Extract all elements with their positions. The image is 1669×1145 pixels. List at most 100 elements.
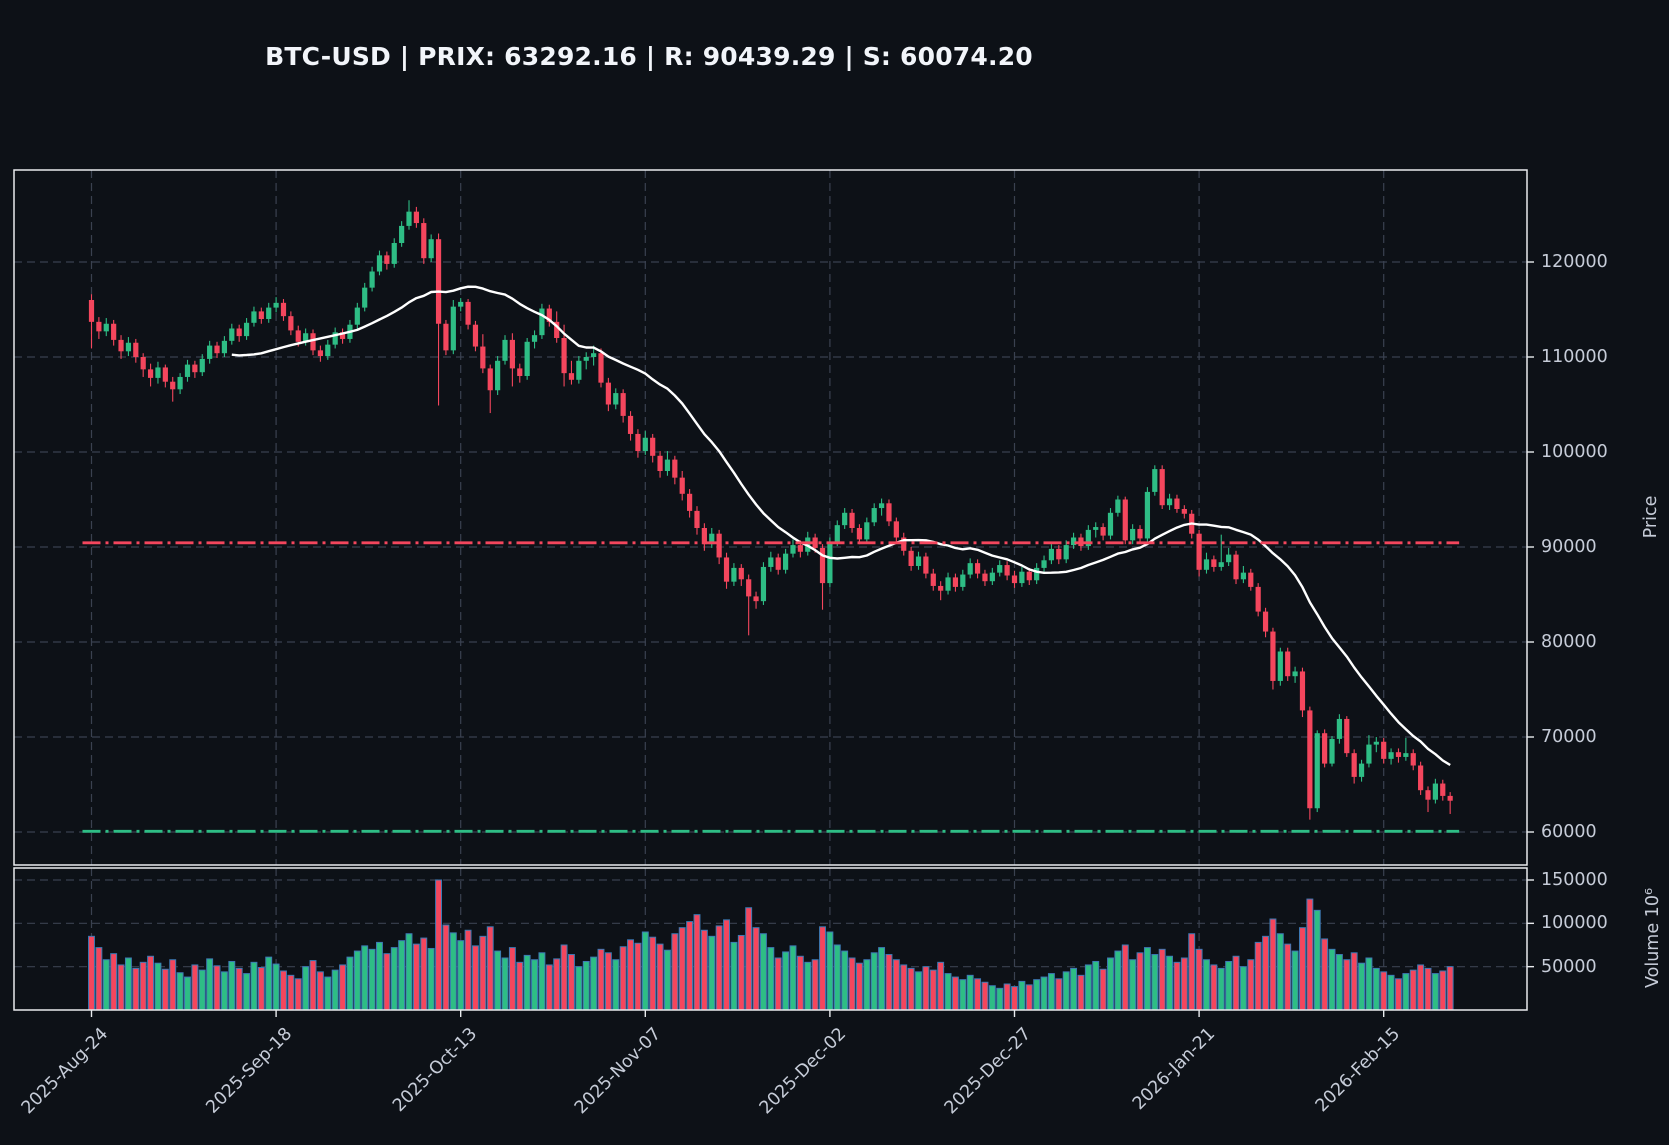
volume-bar: [435, 879, 442, 1011]
candle-body: [280, 302, 287, 317]
candle-body: [812, 537, 818, 548]
volume-bar: [907, 967, 915, 1011]
volume-bar: [272, 963, 280, 1011]
volume-bar: [782, 951, 790, 1011]
volume-bar: [804, 961, 812, 1011]
candle-body: [1292, 671, 1298, 677]
gridlines: [14, 170, 1527, 1010]
volume-bar: [1180, 957, 1188, 1011]
candle-body: [1115, 499, 1121, 513]
volume-bar: [1299, 927, 1306, 1011]
volume-bar: [1321, 938, 1329, 1011]
candle-body: [945, 577, 951, 591]
candle-body: [362, 287, 368, 308]
volume-bar: [302, 966, 310, 1011]
candle-body: [1041, 560, 1047, 568]
volume-bar: [265, 956, 273, 1011]
candle-body: [664, 459, 671, 471]
volume-bar: [1446, 966, 1454, 1011]
candle-body: [428, 239, 434, 259]
candle-body: [583, 357, 589, 361]
volume-bar: [1284, 943, 1292, 1011]
volume-bar: [316, 971, 324, 1011]
candle-body: [369, 271, 375, 288]
volume-bar: [472, 945, 479, 1011]
candle-body: [1174, 498, 1180, 509]
volume-bar: [1151, 954, 1159, 1011]
volume-bar: [1262, 935, 1270, 1011]
candle-body: [162, 367, 168, 382]
volume-tick-label: 50000: [1541, 956, 1597, 977]
price-tick-label: 80000: [1541, 632, 1597, 652]
candle-body: [472, 324, 479, 347]
volume-bar: [1232, 955, 1240, 1011]
candle-body: [458, 301, 464, 307]
price-tick-label: 70000: [1541, 727, 1597, 747]
candle-body: [775, 557, 781, 570]
volume-bar: [287, 974, 295, 1011]
candle-body: [687, 493, 693, 511]
volume-bar: [1306, 898, 1314, 1011]
candle-body: [701, 528, 707, 545]
volume-bar: [95, 947, 103, 1011]
candle-body: [125, 342, 132, 352]
volume-bar: [361, 945, 369, 1011]
candle-body: [251, 311, 257, 323]
candle-body: [738, 567, 744, 580]
chart-title: BTC-USD | PRIX: 63292.16 | R: 90439.29 |…: [265, 42, 1033, 71]
volume-bar: [981, 981, 989, 1011]
volume-bar: [420, 937, 428, 1011]
candle-body: [88, 300, 95, 322]
volume-bar: [833, 944, 841, 1011]
candle-body: [1196, 533, 1202, 570]
candle-body: [627, 415, 634, 434]
candle-body: [155, 367, 161, 378]
volume-bar: [213, 965, 221, 1011]
price-tick-label: 60000: [1541, 822, 1597, 842]
volume-bar: [664, 949, 671, 1011]
volume-bar: [575, 966, 583, 1011]
candle-body: [325, 344, 331, 357]
volume-bar: [855, 962, 863, 1011]
candle-body: [760, 566, 767, 602]
volume-bar: [1409, 969, 1417, 1011]
volume-bar: [1239, 966, 1247, 1011]
volume-bar: [1225, 960, 1233, 1011]
volume-bar: [169, 959, 177, 1011]
volume-bar: [1402, 973, 1410, 1011]
volume-bar: [1350, 952, 1358, 1011]
candle-body: [1395, 752, 1402, 757]
candle-body: [1056, 548, 1062, 560]
candle-body: [103, 323, 109, 332]
candle-body: [613, 393, 619, 405]
volume-bar: [1173, 961, 1181, 1011]
volume-bar: [863, 959, 871, 1011]
price-axis-label: Price: [1641, 495, 1661, 539]
volume-bar: [206, 958, 214, 1011]
candle-body: [1048, 548, 1055, 561]
volume-bar: [1395, 978, 1402, 1011]
candle-body: [967, 563, 973, 575]
volume-bar: [405, 933, 413, 1011]
candle-body: [878, 503, 885, 509]
volume-bar: [294, 978, 302, 1011]
candle-body: [1063, 545, 1069, 560]
candle-body: [502, 339, 508, 361]
candle-body: [303, 333, 309, 342]
candle-body: [1218, 562, 1224, 567]
candle-body: [797, 545, 803, 552]
volume-bar: [1018, 980, 1026, 1011]
volume-bar: [1070, 967, 1078, 1011]
candle-body: [561, 338, 567, 374]
candle-body: [1093, 527, 1099, 530]
candle-body: [768, 557, 774, 567]
candle-body: [140, 357, 146, 370]
volume-bar: [1269, 918, 1277, 1011]
candle-body: [827, 542, 833, 584]
volume-bar: [427, 947, 435, 1011]
volume-bar: [759, 933, 767, 1011]
candle-body: [450, 306, 456, 351]
volume-bar: [1291, 950, 1299, 1011]
candle-body: [842, 512, 848, 526]
